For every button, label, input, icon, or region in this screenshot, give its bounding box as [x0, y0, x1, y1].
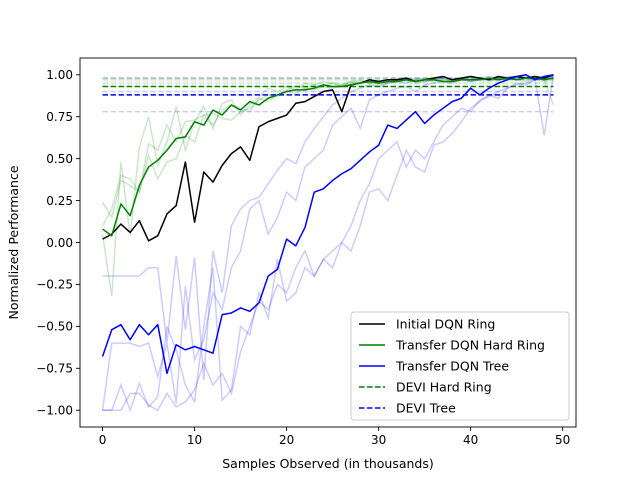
legend-entry: Initial DQN Ring: [359, 317, 495, 332]
faint-run-line-2: [101, 77, 554, 227]
legend-entry: DEVI Tree: [359, 401, 456, 416]
y-axis-label: Normalized Performance: [6, 165, 21, 319]
legend-label: Initial DQN Ring: [396, 317, 495, 332]
legend-label: DEVI Hard Ring: [396, 380, 492, 395]
y-tick-label: 0.25: [46, 194, 73, 208]
series-line-transfer-dqn-hard-ring: [102, 77, 554, 237]
faint-run-line-6: [102, 75, 554, 412]
legend-box: [350, 311, 570, 421]
y-tick-label: 0.00: [46, 236, 73, 250]
y-tick-label: −0.75: [36, 362, 73, 376]
y-tick-label: 0.50: [46, 152, 73, 166]
series-line-initial-dqn-ring: [102, 74, 554, 242]
legend-entry: Transfer DQN Hard Ring: [359, 338, 545, 353]
x-axis-label: Samples Observed (in thousands): [222, 456, 434, 471]
legend-label: Transfer DQN Tree: [395, 359, 509, 374]
faint-run-line-5: [102, 74, 555, 413]
x-tick-label: 30: [371, 433, 386, 447]
series-line-transfer-dqn-tree: [101, 74, 554, 375]
legend-entry: Transfer DQN Tree: [359, 359, 509, 374]
x-tick-label: 20: [279, 433, 294, 447]
y-tick-label: −0.50: [36, 320, 73, 334]
y-tick-label: −0.25: [36, 278, 73, 292]
y-tick-label: 0.75: [46, 110, 73, 124]
legend-label: Transfer DQN Hard Ring: [395, 338, 545, 353]
x-tick-label: 40: [463, 433, 478, 447]
y-tick-label: 1.00: [46, 68, 73, 82]
legend-label: DEVI Tree: [396, 401, 456, 416]
axes-layer: 0 10 20 30 40 50 −1.00 −0.75 −0.50 −0.25 0.00 0.25 0…: [6, 57, 577, 471]
faint-run-line-0: [101, 77, 554, 220]
legend-entry: DEVI Hard Ring: [359, 380, 492, 395]
series-layer: [101, 74, 554, 375]
x-tick-label: 50: [555, 433, 570, 447]
x-tick-label: 0: [99, 433, 107, 447]
faint-runs-layer: [101, 74, 555, 413]
y-tick-label: −1.00: [36, 404, 73, 418]
legend: Initial DQN Ring Transfer DQN Hard Ring Tr…: [350, 311, 570, 421]
devi-lines-layer: [102, 77, 554, 113]
x-tick-label: 10: [187, 433, 202, 447]
